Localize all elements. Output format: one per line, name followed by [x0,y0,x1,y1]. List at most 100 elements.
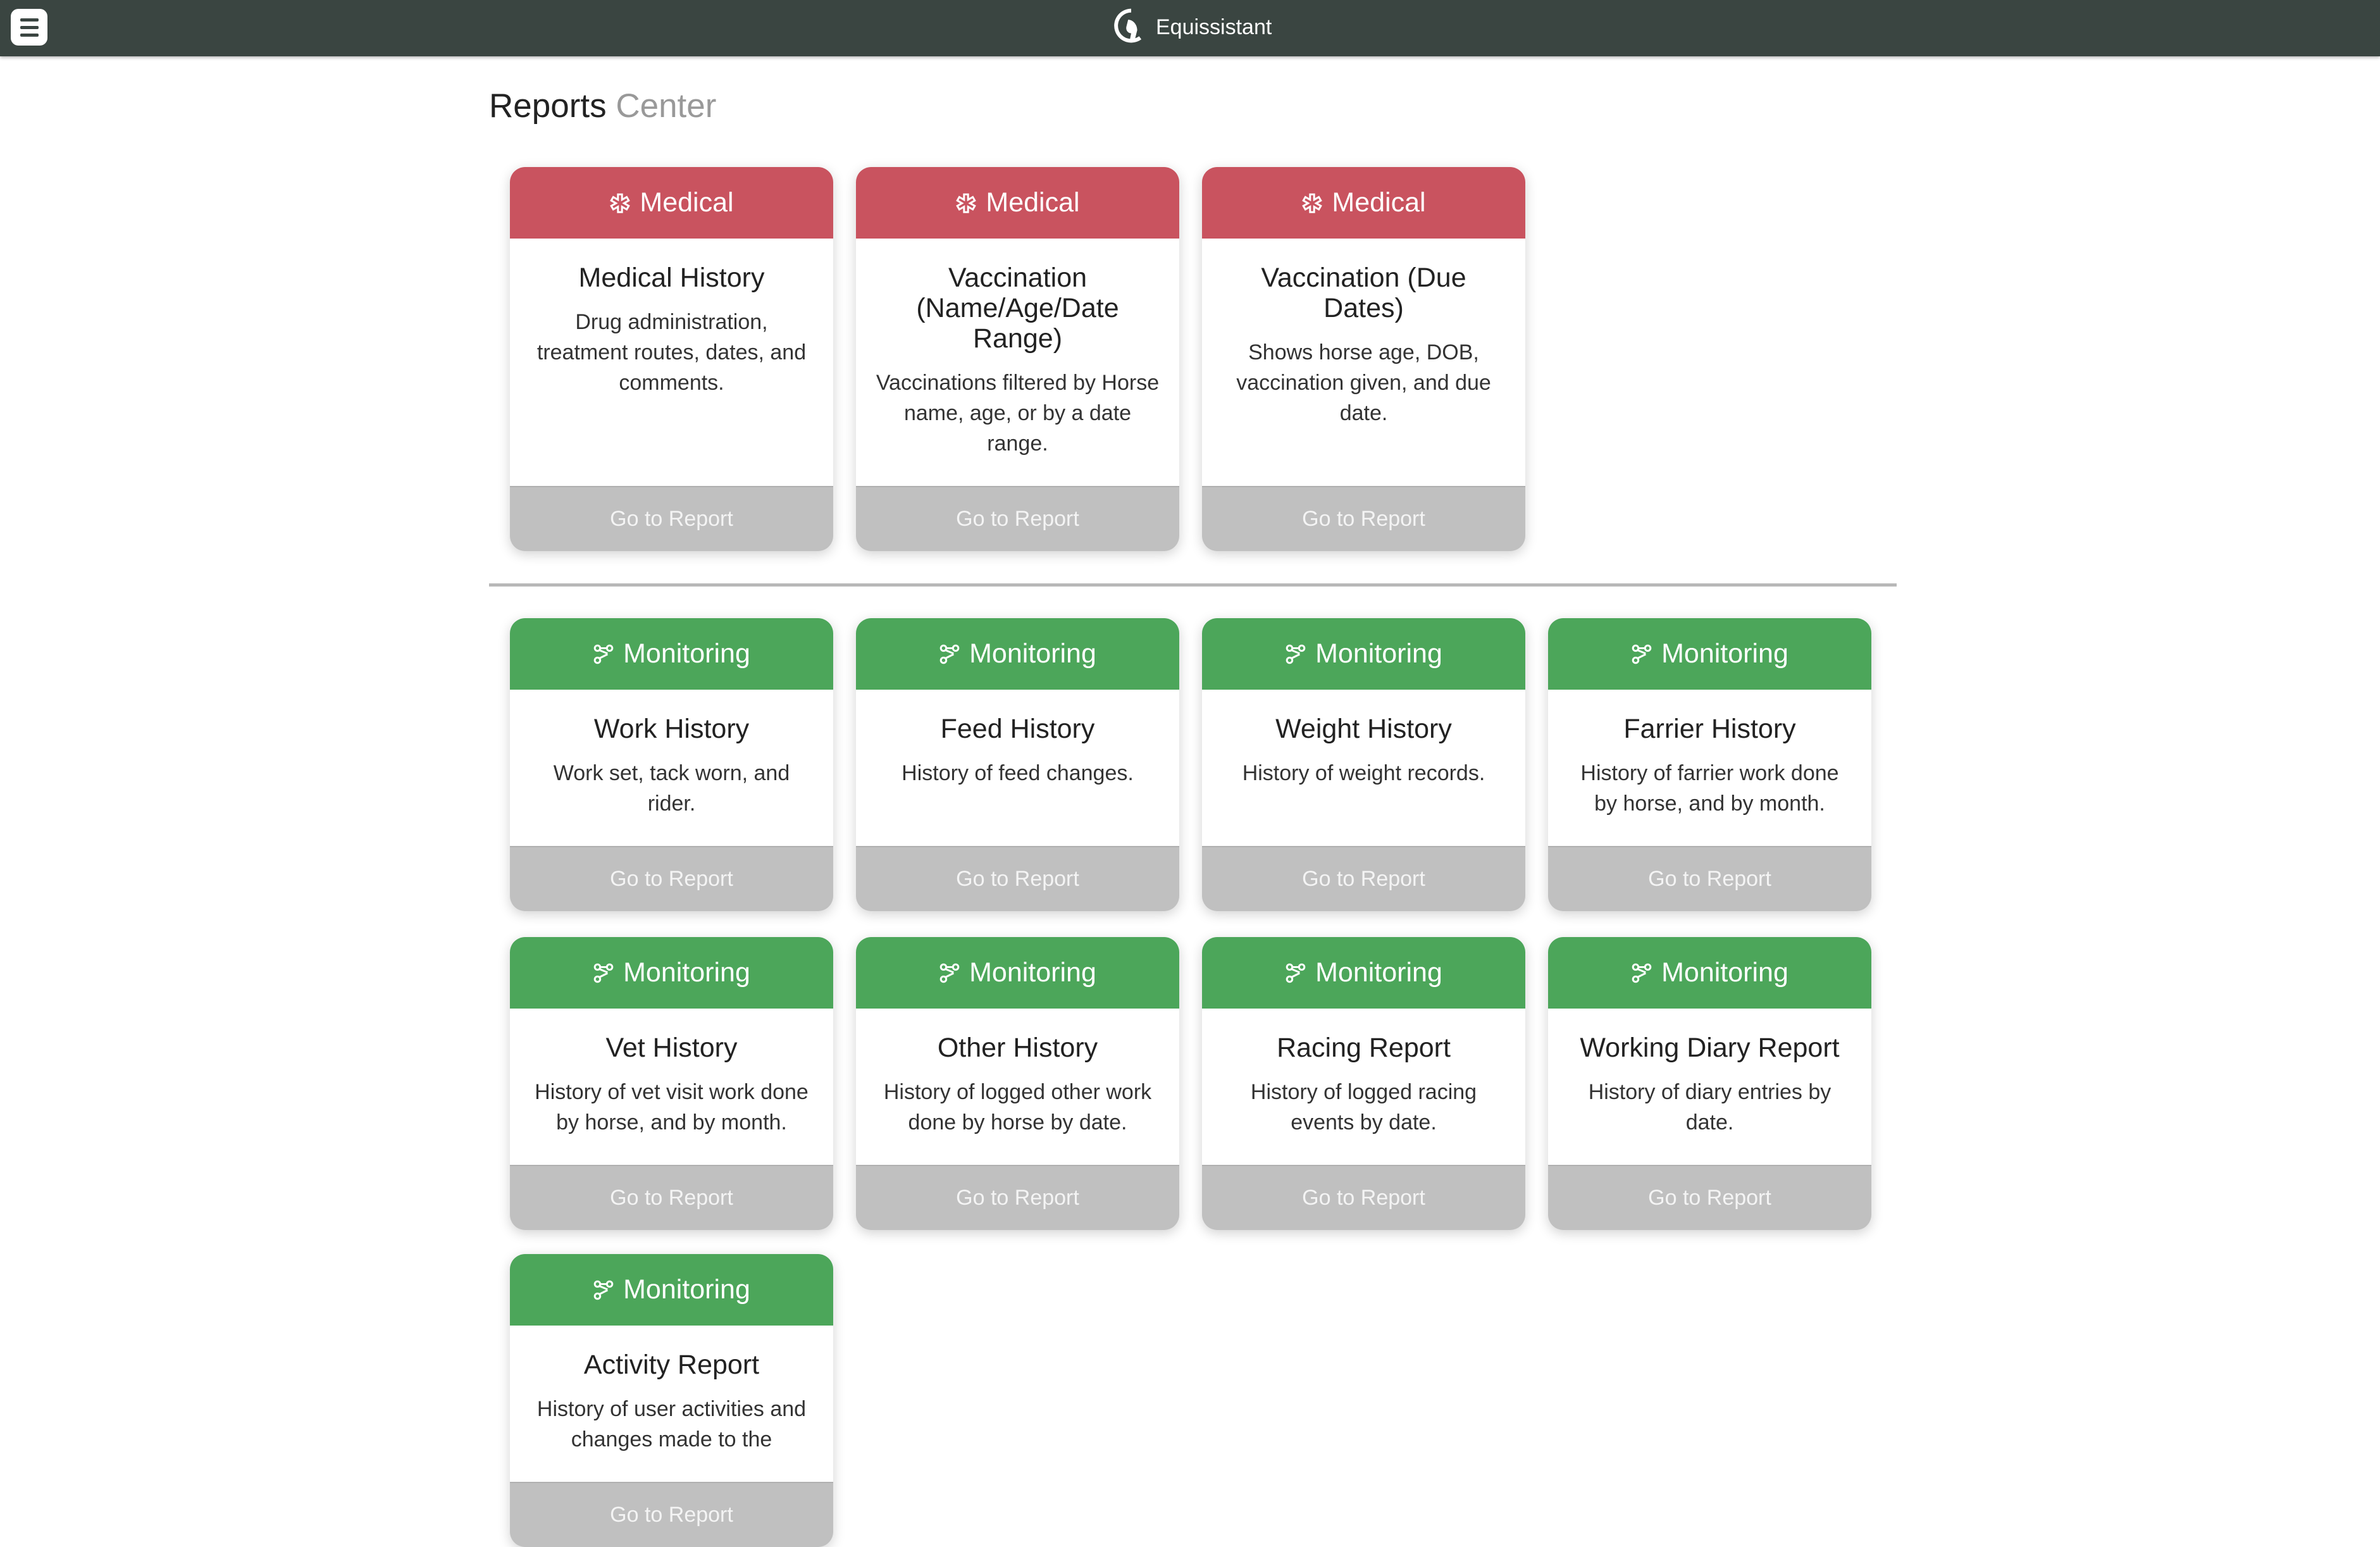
card-body: Medical History Drug administration, tre… [510,239,833,486]
card-title: Farrier History [1623,714,1796,744]
go-to-report-button[interactable]: Go to Report [510,486,833,551]
horse-head-logo-icon [1114,8,1142,43]
card-body: Working Diary Report History of diary en… [1548,1009,1871,1165]
card-body: Vaccination (Name/Age/Date Range) Vaccin… [856,239,1179,486]
card-category: Medical [1332,187,1426,218]
report-card: Monitoring Vet History History of vet vi… [510,937,833,1230]
card-category: Monitoring [623,638,750,669]
card-category: Monitoring [1315,957,1442,988]
card-category-header: Monitoring [1202,937,1525,1009]
card-title: Other History [937,1033,1098,1063]
card-description: History of vet visit work done by horse,… [535,1080,809,1134]
hamburger-icon-line [20,33,39,37]
nodes-icon [593,643,614,665]
card-category: Monitoring [969,638,1096,669]
card-category: Monitoring [1661,638,1788,669]
card-title: Vaccination (Name/Age/Date Range) [916,263,1119,354]
menu-button[interactable] [11,9,47,46]
page-title: Reports Center [489,87,716,125]
card-description: History of feed changes. [902,761,1134,785]
report-card: Monitoring Working Diary Report History … [1548,937,1871,1230]
section-divider [489,583,1897,587]
hamburger-icon [20,18,39,22]
card-title: Work History [593,714,750,744]
card-category: Medical [986,187,1080,218]
card-description: History of user activities and changes m… [536,1397,807,1451]
card-body: Weight History History of weight records… [1202,690,1525,846]
go-to-report-button[interactable]: Go to Report [510,1482,833,1547]
nodes-icon [939,962,960,984]
report-card: Monitoring Work History Work set, tack w… [510,618,833,911]
card-body: Work History Work set, tack worn, and ri… [510,690,833,846]
card-category: Monitoring [623,957,750,988]
monitoring-cards-row: Monitoring Vet History History of vet vi… [510,937,1871,1230]
go-to-report-button[interactable]: Go to Report [1202,846,1525,911]
card-title: Activity Report [583,1350,760,1380]
card-description: Vaccinations filtered by Horse name, age… [876,371,1160,456]
report-card: Monitoring Weight History History of wei… [1202,618,1525,911]
title-light: Center [616,87,717,125]
nodes-icon [1285,643,1306,665]
hamburger-icon-line [20,25,39,29]
go-to-report-button[interactable]: Go to Report [1202,486,1525,551]
report-card: Medical Vaccination (Due Dates) Shows ho… [1202,167,1525,551]
card-category-header: Monitoring [856,618,1179,690]
card-category-header: Medical [856,167,1179,239]
card-description: History of weight records. [1242,761,1485,785]
card-body: Vaccination (Due Dates) Shows horse age,… [1202,239,1525,486]
card-title: Medical History [578,263,765,293]
card-category: Monitoring [1661,957,1788,988]
go-to-report-button[interactable]: Go to Report [1202,1165,1525,1230]
report-card: Medical Vaccination (Name/Age/Date Range… [856,167,1179,551]
brand[interactable]: Equissistant [1113,8,1272,47]
go-to-report-button[interactable]: Go to Report [856,846,1179,911]
monitoring-cards-row: Monitoring Work History Work set, tack w… [510,618,1871,911]
card-title: Vet History [605,1033,738,1063]
card-body: Vet History History of vet visit work do… [510,1009,833,1165]
card-body: Racing Report History of logged racing e… [1202,1009,1525,1165]
report-card: Monitoring Feed History History of feed … [856,618,1179,911]
go-to-report-button[interactable]: Go to Report [1548,846,1871,911]
nodes-icon [593,962,614,984]
go-to-report-button[interactable]: Go to Report [856,1165,1179,1230]
card-category-header: Monitoring [510,618,833,690]
card-body: Feed History History of feed changes. [856,690,1179,846]
nodes-icon [939,643,960,665]
card-description: Shows horse age, DOB, vaccination given,… [1236,340,1491,425]
medical-cards-row: Medical Medical History Drug administrat… [510,167,1525,551]
report-card: Medical Medical History Drug administrat… [510,167,833,551]
card-title: Feed History [940,714,1095,744]
card-body: Farrier History History of farrier work … [1548,690,1871,846]
go-to-report-button[interactable]: Go to Report [1548,1165,1871,1230]
card-title: Vaccination (Due Dates) [1261,263,1466,323]
card-category-header: Monitoring [510,937,833,1009]
card-category: Monitoring [623,1274,750,1305]
card-category: Medical [640,187,734,218]
card-category-header: Medical [1202,167,1525,239]
report-card: Monitoring Other History History of logg… [856,937,1179,1230]
go-to-report-button[interactable]: Go to Report [510,1165,833,1230]
title-main: Reports [489,87,607,125]
go-to-report-button[interactable]: Go to Report [856,486,1179,551]
top-bar: Equissistant [0,0,2380,56]
card-category-header: Monitoring [1202,618,1525,690]
report-card: Monitoring Racing Report History of logg… [1202,937,1525,1230]
card-category: Monitoring [1315,638,1442,669]
card-category-header: Monitoring [1548,937,1871,1009]
report-card: Monitoring Activity Report History of us… [510,1254,833,1547]
card-description: History of logged other work done by hor… [883,1080,1152,1134]
nodes-icon [1285,962,1306,984]
card-description: Drug administration, treatment routes, d… [536,310,807,395]
card-category-header: Monitoring [856,937,1179,1009]
card-title: Weight History [1275,714,1452,744]
nodes-icon [1631,643,1652,665]
card-body: Activity Report History of user activiti… [510,1326,833,1482]
medical-asterisk-icon [609,192,631,214]
card-description: Work set, tack worn, and rider. [553,761,790,816]
card-category-header: Medical [510,167,833,239]
card-title: Working Diary Report [1580,1033,1840,1063]
medical-asterisk-icon [1301,192,1323,214]
nodes-icon [593,1279,614,1301]
go-to-report-button[interactable]: Go to Report [510,846,833,911]
